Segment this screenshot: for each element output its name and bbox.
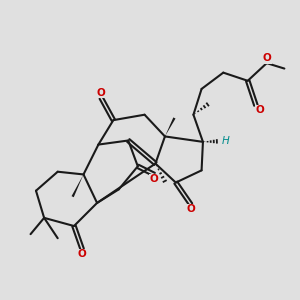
Text: O: O (97, 88, 106, 98)
Text: H: H (222, 136, 230, 146)
Text: O: O (150, 174, 158, 184)
Text: O: O (78, 249, 86, 259)
Text: O: O (186, 204, 195, 214)
Text: O: O (262, 53, 271, 63)
Polygon shape (165, 117, 175, 136)
Polygon shape (71, 174, 83, 197)
Text: O: O (256, 105, 265, 115)
